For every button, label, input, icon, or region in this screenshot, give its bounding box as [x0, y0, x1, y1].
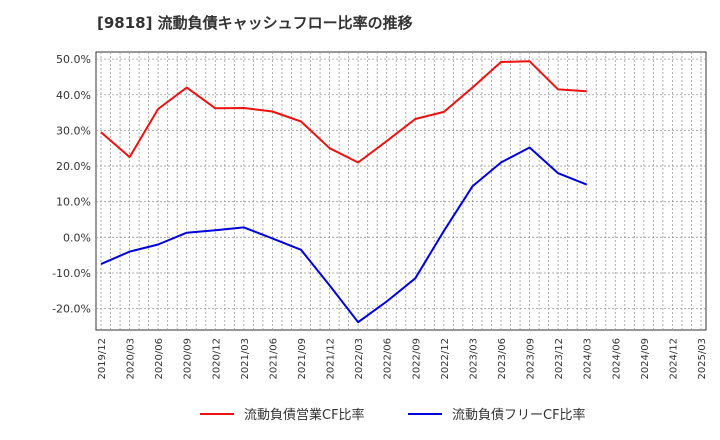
x-tick-label: 2020/09: [183, 338, 194, 380]
x-tick-label: 2020/03: [126, 338, 137, 380]
x-tick-label: 2021/12: [326, 338, 337, 380]
y-tick-label: 40.0%: [56, 89, 91, 102]
x-tick-label: 2022/03: [354, 338, 365, 380]
y-tick-label: -20.0%: [52, 303, 91, 316]
series-line-free-cf: [100, 146, 588, 324]
x-tick-label: 2023/09: [526, 338, 537, 380]
x-tick-label: 2021/06: [268, 338, 279, 380]
x-tick-label: 2019/12: [97, 338, 108, 380]
x-tick-label: 2025/03: [697, 338, 708, 380]
x-tick-label: 2020/12: [211, 338, 222, 380]
series-lines: [100, 60, 588, 324]
x-tick-label: 2024/12: [668, 338, 679, 380]
series-line-operating-cf: [100, 60, 587, 164]
y-tick-label: 50.0%: [56, 53, 91, 66]
y-tick-label: 30.0%: [56, 124, 91, 137]
y-axis-ticks: 50.0% 40.0% 30.0% 20.0% 10.0% 0.0% -10.0% -20.0…: [52, 53, 91, 315]
plot-area: [95, 51, 707, 331]
x-axis-ticks: 2019/12 2020/03 2020/06 2020/09 2020/12 2021/…: [97, 338, 708, 380]
x-tick-label: 2024/06: [611, 338, 622, 380]
y-tick-label: 0.0%: [63, 231, 91, 244]
y-tick-label: 20.0%: [56, 160, 91, 173]
x-tick-label: 2021/03: [240, 338, 251, 380]
y-tick-label: -10.0%: [52, 267, 91, 280]
legend-label: 流動負債フリーCF比率: [452, 407, 586, 423]
x-tick-label: 2022/12: [440, 338, 451, 380]
y-tick-label: 10.0%: [56, 196, 91, 209]
x-tick-label: 2024/09: [640, 338, 651, 380]
chart-title: [9818] 流動負債キャッシュフロー比率の推移: [97, 14, 413, 32]
x-tick-label: 2024/03: [583, 338, 594, 380]
x-tick-label: 2023/06: [497, 338, 508, 380]
x-tick-label: 2020/06: [154, 338, 165, 380]
legend-label: 流動負債営業CF比率: [244, 407, 365, 423]
legend: 流動負債営業CF比率 流動負債フリーCF比率: [200, 407, 586, 423]
x-tick-label: 2023/03: [468, 338, 479, 380]
x-tick-label: 2022/06: [383, 338, 394, 380]
x-tick-label: 2022/09: [411, 338, 422, 380]
x-tick-label: 2023/12: [554, 338, 565, 380]
x-tick-label: 2021/09: [297, 338, 308, 380]
